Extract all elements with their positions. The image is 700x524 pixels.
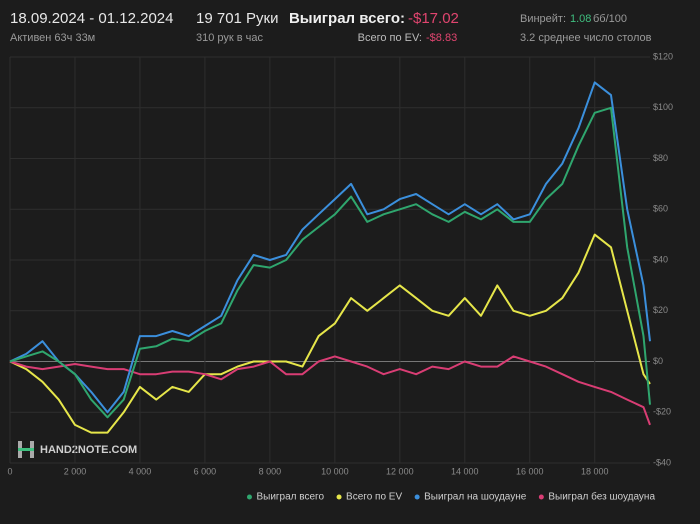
x-tick-label: 10 000	[321, 466, 349, 476]
legend-swatch	[414, 494, 420, 500]
legend-label: Выиграл всего	[256, 492, 324, 503]
active-time: Активен 63ч 33м	[10, 32, 95, 44]
winrate-label: Винрейт:	[520, 13, 566, 25]
series-line	[9, 106, 651, 419]
won-label: Выиграл всего:	[289, 10, 405, 27]
winrate-value: 1.08	[570, 13, 591, 25]
legend-item: Всего по EV	[336, 492, 402, 503]
tables: 3.2 среднее число столов	[520, 32, 652, 44]
x-tick-label: 18 000	[581, 466, 609, 476]
series-line	[9, 81, 651, 414]
legend-swatch	[246, 494, 252, 500]
series-line	[9, 355, 651, 426]
ev-value: -$8.83	[426, 32, 457, 44]
y-tick-label: -$20	[653, 407, 671, 417]
x-tick-label: 8 000	[259, 466, 282, 476]
hands-per-hour: 310 рук в час	[196, 32, 264, 44]
won-value: -$17.02	[408, 10, 459, 27]
dates: 18.09.2024 - 01.12.2024	[10, 10, 173, 27]
legend-item: Выиграл на шоудауне	[414, 492, 527, 503]
y-tick-label: $20	[653, 305, 668, 315]
legend-label: Выиграл без шоудауна	[548, 491, 655, 503]
y-tick-label: $0	[653, 356, 663, 366]
y-tick-label: $60	[653, 204, 668, 214]
x-tick-label: 4 000	[129, 466, 152, 476]
y-tick-label: $100	[653, 102, 673, 112]
x-tick-label: 12 000	[386, 466, 414, 476]
ev-label: Всего по EV:	[358, 32, 422, 44]
legend-item: Выиграл без шоудауна	[538, 491, 655, 503]
logo-icon	[18, 448, 34, 451]
legend-item: Выиграл всего	[246, 492, 324, 503]
x-tick-label: 16 000	[516, 466, 544, 476]
legend-swatch	[336, 494, 342, 500]
legend-label: Всего по EV	[346, 492, 402, 503]
legend-swatch	[538, 494, 544, 500]
legend-label: Выиграл на шоудауне	[424, 492, 527, 503]
x-tick-label: 0	[7, 466, 12, 476]
x-tick-label: 14 000	[451, 466, 479, 476]
y-tick-label: $40	[653, 254, 668, 264]
y-tick-label: -$40	[653, 457, 671, 467]
series-line	[9, 233, 651, 434]
x-tick-label: 2 000	[64, 466, 87, 476]
x-tick-label: 6 000	[194, 466, 217, 476]
y-tick-label: $80	[653, 153, 668, 163]
y-tick-label: $120	[653, 51, 673, 61]
winrate-unit: бб/100	[593, 13, 627, 25]
hands: 19 701 Руки	[196, 10, 279, 27]
logo: HAND2NOTE.COM	[40, 444, 137, 456]
